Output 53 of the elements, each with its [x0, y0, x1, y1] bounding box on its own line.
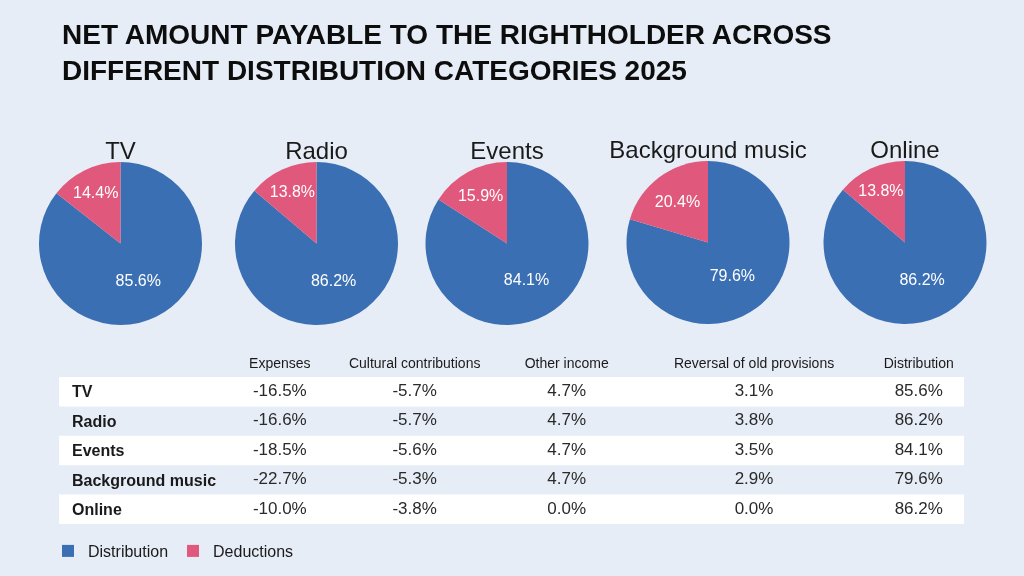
data-label: 85.6%: [894, 380, 943, 400]
data-label: 4.7%: [547, 380, 587, 400]
data-label: 0.0%: [734, 498, 774, 518]
data-label: -5.6%: [392, 439, 437, 459]
series-label: TV: [105, 137, 136, 164]
data-label: 0.0%: [547, 498, 587, 518]
data-label: 86.2%: [899, 270, 945, 288]
data-label: 13.8%: [858, 181, 904, 199]
data-label: 84.1%: [503, 270, 550, 288]
data-label: 3.8%: [734, 410, 774, 430]
data-label: -5.7%: [392, 380, 437, 400]
series-label: Radio: [285, 137, 348, 164]
data-label: 84.1%: [894, 439, 943, 459]
data-label: 20.4%: [654, 193, 701, 211]
data-label: 4.7%: [547, 410, 587, 430]
data-label: 85.6%: [115, 271, 161, 289]
data-label: -5.3%: [392, 469, 437, 489]
data-label: 86.2%: [894, 498, 943, 518]
series-label: Background music: [609, 136, 807, 163]
y-tick-label: Radio: [72, 412, 117, 430]
y-tick-label: TV: [72, 383, 93, 401]
series-label: Events: [470, 137, 544, 164]
data-label: 2.9%: [734, 469, 774, 489]
data-label: 15.9%: [457, 186, 504, 204]
data-label: -10.0%: [252, 498, 307, 518]
data-label: 79.6%: [894, 469, 943, 489]
data-label: -16.5%: [252, 380, 307, 400]
x-tick-label: Reversal of old provisions: [673, 355, 835, 372]
data-label: -18.5%: [252, 439, 307, 459]
data-label: 86.2%: [310, 271, 357, 289]
y-tick-label: Background music: [72, 471, 217, 489]
data-label: 14.4%: [73, 183, 119, 201]
series-label: Online: [870, 136, 940, 163]
data-label: 13.8%: [269, 182, 315, 200]
data-label: 86.2%: [894, 410, 943, 430]
x-tick-label: Other income: [524, 355, 609, 372]
data-label: -5.7%: [392, 410, 437, 430]
x-tick-label: Cultural contributions: [348, 355, 481, 372]
data-label: 3.1%: [734, 380, 774, 400]
data-label: 4.7%: [547, 439, 587, 459]
data-label: -3.8%: [392, 498, 437, 518]
y-tick-label: Online: [72, 500, 122, 518]
data-label: -16.6%: [252, 410, 307, 430]
data-label: 3.5%: [734, 439, 774, 459]
data-label: -22.7%: [252, 469, 307, 489]
x-tick-label: Distribution: [883, 355, 954, 372]
chart-title: NET AMOUNT PAYABLE TO THE RIGHTHOLDER ACROSS DIFFERENT DISTRIBUTION CATEGORIES 2025: [62, 19, 832, 87]
legend-label: Distribution: [88, 543, 169, 561]
data-label: 79.6%: [709, 266, 756, 284]
data-label: 4.7%: [547, 469, 587, 489]
x-tick-label: Expenses: [249, 355, 311, 372]
legend-label: Deductions: [213, 543, 294, 561]
y-tick-label: Events: [72, 442, 125, 460]
